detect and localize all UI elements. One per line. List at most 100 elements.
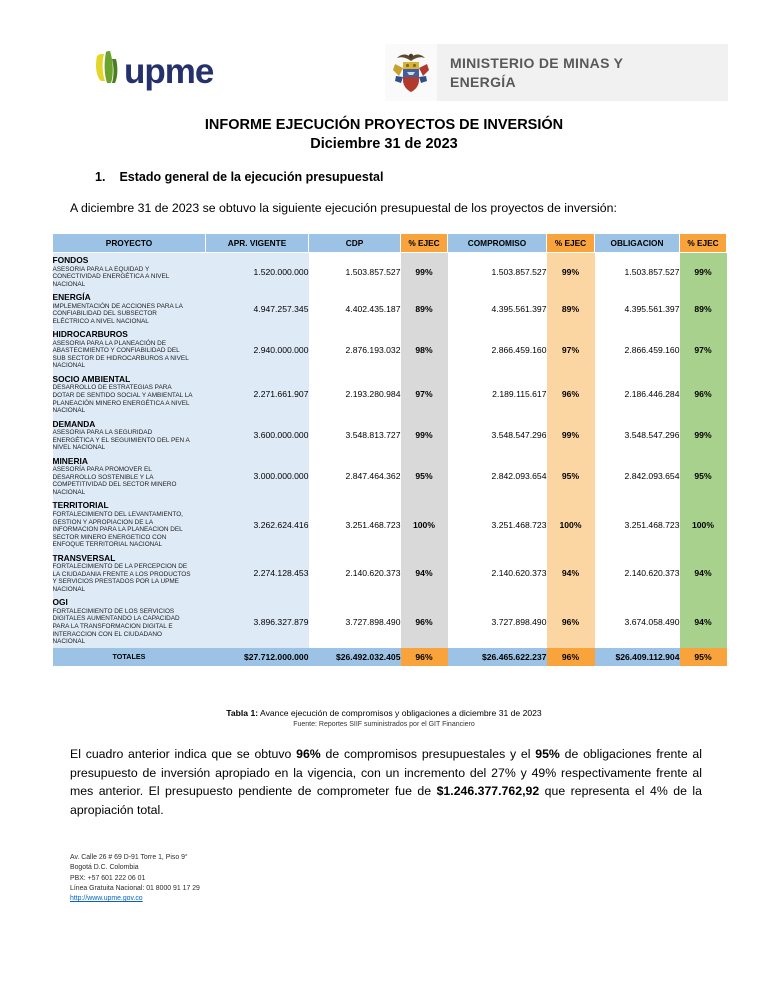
ejec-cdp-cell: 100%	[400, 498, 448, 551]
ejec-obligacion-cell: 99%	[679, 416, 727, 454]
col-header-ejec-cdp: % EJEC	[400, 233, 448, 253]
compromiso-cell: 2.189.115.617	[492, 389, 547, 400]
col-header-ejec-compromiso: % EJEC	[546, 233, 595, 253]
col-header-compromiso: COMPROMISO	[447, 233, 547, 253]
project-description: FORTALECIMIENTO DE LA PERCEPCION DE LA C…	[52, 563, 191, 593]
table-row: TERRITORIAL FORTALECIMIENTO DEL LEVANTAMI…	[52, 498, 727, 551]
totals-ejec-obligacion: 95%	[679, 647, 727, 666]
table-row: DEMANDA ASESORIA PARA LA SEGURIDAD ENERGÉ…	[52, 416, 727, 454]
footer-line: Línea Gratuita Nacional: 01 8000 91 17 2…	[70, 885, 200, 893]
table-caption: Tabla 1: Avance ejecución de compromisos…	[0, 708, 768, 718]
document-title: INFORME EJECUCIÓN PROYECTOS DE INVERSIÓN…	[0, 116, 768, 154]
project-name: FONDOS	[52, 255, 89, 265]
apr-vigente-cell: 2.274.128.453	[205, 550, 309, 596]
cdp-cell: 2.140.620.373	[345, 568, 401, 579]
analysis-text: de obligaciones frente al presupuesto de…	[70, 747, 702, 799]
table-header-row: PROYECTO APR. VIGENTE CDP % EJEC COMPROM…	[52, 233, 727, 253]
analysis-text: que representa el 4% de la apropiación t…	[70, 784, 702, 818]
table-row: FONDOS ASESORIA PARA LA EQUIDAD Y CONECTI…	[52, 252, 727, 291]
cdp-cell: 1.503.857.527	[345, 266, 401, 277]
ministry-name-line1: MINISTERIO DE MINAS Y	[450, 55, 624, 72]
cdp-cell: 3.251.468.723	[345, 519, 401, 530]
ejec-cdp-cell: 95%	[400, 453, 448, 499]
ministry-name-line2: ENERGÍA	[450, 73, 516, 90]
ejec-obligacion-cell: 97%	[679, 327, 727, 372]
col-header-apr-vigente: APR. VIGENTE	[205, 233, 309, 253]
footer-line: Av. Calle 26 # 69 D-91 Torre 1, Piso 9°	[70, 854, 188, 861]
table-body: FONDOS ASESORIA PARA LA EQUIDAD Y CONECTI…	[52, 252, 727, 648]
analysis-paragraph: El cuadro anterior indica que se obtuvo …	[70, 745, 702, 820]
apr-vigente-cell: 3.896.327.879	[205, 595, 309, 648]
project-cell: SOCIO AMBIENTAL DESARROLLO DE ESTRATEGIAS…	[52, 371, 206, 417]
totals-apr-vigente: $27.712.000.000	[205, 647, 309, 666]
upme-logo-word: upme	[124, 51, 214, 91]
ejec-obligacion-cell: 99%	[679, 252, 727, 291]
ejec-compromiso-cell: 96%	[546, 371, 595, 417]
cdp-cell: 2.847.464.362	[345, 471, 401, 482]
project-cell: DEMANDA ASESORIA PARA LA SEGURIDAD ENERGÉ…	[52, 416, 206, 454]
project-description: ASESORIA PARA LA PLANEACIÓN DE ABASTECIM…	[52, 339, 189, 370]
apr-vigente-cell: 1.520.000.000	[205, 252, 309, 291]
project-name: MINERIA	[52, 455, 88, 466]
project-name: ENERGÍA	[52, 292, 91, 303]
compromiso-cell: 2.866.459.160	[491, 344, 547, 355]
table-source: Fuente: Reportes SIIF suministrados por …	[293, 721, 475, 728]
budget-execution-table: PROYECTO APR. VIGENTE CDP % EJEC COMPROM…	[52, 233, 727, 666]
ejec-compromiso-cell: 89%	[546, 290, 595, 328]
project-description: FORTALECIMIENTO DEL LEVANTAMIENTO, GESTI…	[52, 510, 183, 549]
upme-website-link[interactable]: http://www.upme.gov.co	[70, 895, 143, 903]
analysis-bold-value: 95%	[535, 747, 560, 761]
document-title-line2: Diciembre 31 de 2023	[310, 136, 458, 153]
footer-line: PBX: +57 601 222 06 01	[70, 874, 146, 882]
ejec-cdp-cell: 96%	[400, 595, 448, 648]
apr-vigente-cell: 2.271.661.907	[205, 371, 309, 417]
obligacion-cell: 3.548.547.296	[624, 430, 680, 441]
table-caption-text: Avance ejecución de compromisos y obliga…	[258, 708, 542, 718]
col-header-cdp: CDP	[308, 233, 401, 253]
ejec-cdp-cell: 89%	[400, 290, 448, 328]
project-cell: ENERGÍA IMPLEMENTACIÓN DE ACCIONES PARA L…	[52, 290, 206, 328]
apr-vigente-cell: 3.262.624.416	[205, 498, 309, 551]
totals-label: TOTALES	[52, 647, 206, 666]
table-row: OGI FORTALECIMIENTO DE LOS SERVICIOS DIGI…	[52, 595, 727, 648]
ejec-compromiso-cell: 100%	[546, 498, 595, 551]
ejec-compromiso-cell: 94%	[546, 550, 595, 596]
apr-vigente-cell: 4.947.257.345	[205, 290, 309, 328]
footer-lines: Av. Calle 26 # 69 D-91 Torre 1, Piso 9° B…	[70, 853, 200, 894]
ministry-logo: MINISTERIO DE MINAS Y ENERGÍA	[385, 44, 728, 101]
project-name: TRANSVERSAL	[52, 552, 116, 563]
ejec-cdp-cell: 99%	[400, 252, 448, 291]
project-description: ASESORIA PARA LA SEGURIDAD ENERGÉTICA Y …	[52, 429, 190, 452]
compromiso-cell: 2.140.620.373	[491, 568, 547, 579]
project-name: OGI	[52, 597, 68, 608]
totals-obligacion: $26.409.112.904	[594, 647, 680, 666]
project-description: DESARROLLO DE ESTRATEGIAS PARA DOTAR DE …	[52, 384, 193, 415]
analysis-bold-value: $1.246.377.762,92	[436, 784, 540, 799]
cdp-cell: 2.193.280.984	[345, 389, 401, 400]
table-row: SOCIO AMBIENTAL DESARROLLO DE ESTRATEGIAS…	[52, 371, 727, 417]
obligacion-cell: 4.395.561.397	[624, 303, 680, 314]
totals-row: TOTALES $27.712.000.000 $26.492.032.405 …	[52, 647, 727, 666]
upme-leaf-icon	[94, 50, 121, 92]
footer-address-block: Av. Calle 26 # 69 D-91 Torre 1, Piso 9° B…	[70, 853, 200, 905]
compromiso-cell: 3.251.468.723	[491, 519, 547, 530]
project-description: IMPLEMENTACIÓN DE ACCIONES PARA LA CONFI…	[52, 302, 183, 325]
project-name: TERRITORIAL	[52, 500, 109, 511]
ejec-obligacion-cell: 95%	[679, 453, 727, 499]
document-title-line1: INFORME EJECUCIÓN PROYECTOS DE INVERSIÓN	[204, 117, 564, 133]
obligacion-cell: 3.251.468.723	[624, 519, 680, 530]
obligacion-cell: 1.503.857.527	[624, 266, 680, 277]
totals-cdp: $26.492.032.405	[308, 647, 401, 666]
table-caption-label: Tabla 1:	[226, 708, 259, 718]
analysis-text: El cuadro anterior indica que se obtuvo	[70, 747, 297, 761]
obligacion-cell: 2.140.620.373	[624, 568, 680, 579]
obligacion-cell: 2.842.093.654	[624, 471, 680, 482]
analysis-bold-value: 96%	[296, 747, 321, 761]
ejec-compromiso-cell: 99%	[546, 252, 595, 291]
table-row: ENERGÍA IMPLEMENTACIÓN DE ACCIONES PARA L…	[52, 290, 727, 328]
project-cell: TRANSVERSAL FORTALECIMIENTO DE LA PERCEPC…	[52, 550, 206, 596]
table-row: HIDROCARBUROS ASESORIA PARA LA PLANEACIÓN…	[52, 327, 727, 372]
project-cell: HIDROCARBUROS ASESORIA PARA LA PLANEACIÓN…	[52, 327, 206, 372]
cdp-cell: 3.548.813.727	[345, 430, 401, 441]
